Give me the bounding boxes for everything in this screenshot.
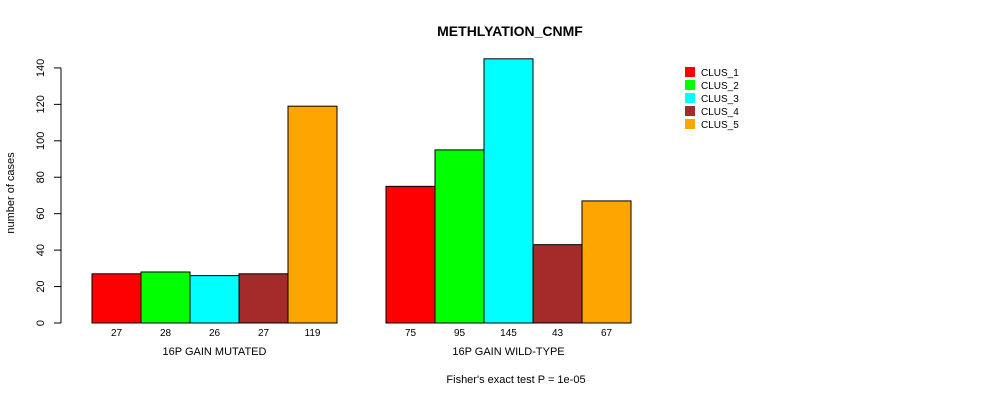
- legend-label: CLUS_3: [701, 94, 739, 105]
- y-axis-label: number of cases: [5, 152, 17, 234]
- bar-clus-4: [532, 244, 583, 324]
- bar-value-label: 95: [454, 328, 466, 339]
- legend-swatch: [685, 93, 695, 103]
- bar-clus-5: [287, 105, 338, 324]
- bars: [91, 58, 632, 324]
- value-labels: 27 28 26 27 119 75 95 145 43 67: [111, 328, 613, 339]
- bar-value-label: 27: [258, 328, 270, 339]
- bar-clus-1: [91, 273, 142, 324]
- footnote: Fisher's exact test P = 1e-05: [446, 374, 585, 386]
- chart-title: METHLYATION_CNMF: [437, 23, 583, 39]
- bar-value-label: 26: [209, 328, 221, 339]
- legend-label: CLUS_4: [701, 107, 739, 118]
- group-label: 16P GAIN WILD-TYPE: [452, 346, 564, 358]
- bar-clus-2: [434, 149, 485, 324]
- bar-value-label: 67: [601, 328, 613, 339]
- y-tick-label: 20: [35, 280, 47, 292]
- bar-value-label: 75: [405, 328, 417, 339]
- bar-value-label: 28: [160, 328, 172, 339]
- bar-clus-2: [140, 271, 191, 324]
- legend-label: CLUS_1: [701, 68, 739, 79]
- y-axis: 0 20 40 60 80 100 120 140: [35, 59, 62, 326]
- bar-value-label: 43: [552, 328, 564, 339]
- y-tick-label: 80: [35, 171, 47, 183]
- bar-clus-1: [385, 185, 436, 324]
- group-label: 16P GAIN MUTATED: [163, 346, 267, 358]
- bar-clus-3: [483, 58, 534, 324]
- y-tick-label: 60: [35, 208, 47, 220]
- bar-value-label: 27: [111, 328, 123, 339]
- y-tick-label: 40: [35, 244, 47, 256]
- legend-swatch: [685, 80, 695, 90]
- y-tick-label: 100: [35, 132, 47, 150]
- legend-swatch: [685, 119, 695, 129]
- bar-clus-4: [238, 273, 289, 324]
- legend-swatch: [685, 67, 695, 77]
- legend-label: CLUS_2: [701, 81, 739, 92]
- bar-value-label: 145: [500, 328, 517, 339]
- legend-label: CLUS_5: [701, 120, 739, 131]
- y-tick-label: 140: [35, 59, 47, 77]
- legend: CLUS_1 CLUS_2 CLUS_3 CLUS_4 CLUS_5: [685, 67, 739, 131]
- y-tick-label: 120: [35, 95, 47, 113]
- y-tick-label: 0: [35, 320, 47, 326]
- legend-swatch: [685, 106, 695, 116]
- bar-clus-3: [189, 275, 240, 324]
- group-labels: 16P GAIN MUTATED 16P GAIN WILD-TYPE: [163, 346, 565, 358]
- bar-value-label: 119: [305, 328, 321, 339]
- bar-clus-5: [581, 200, 632, 324]
